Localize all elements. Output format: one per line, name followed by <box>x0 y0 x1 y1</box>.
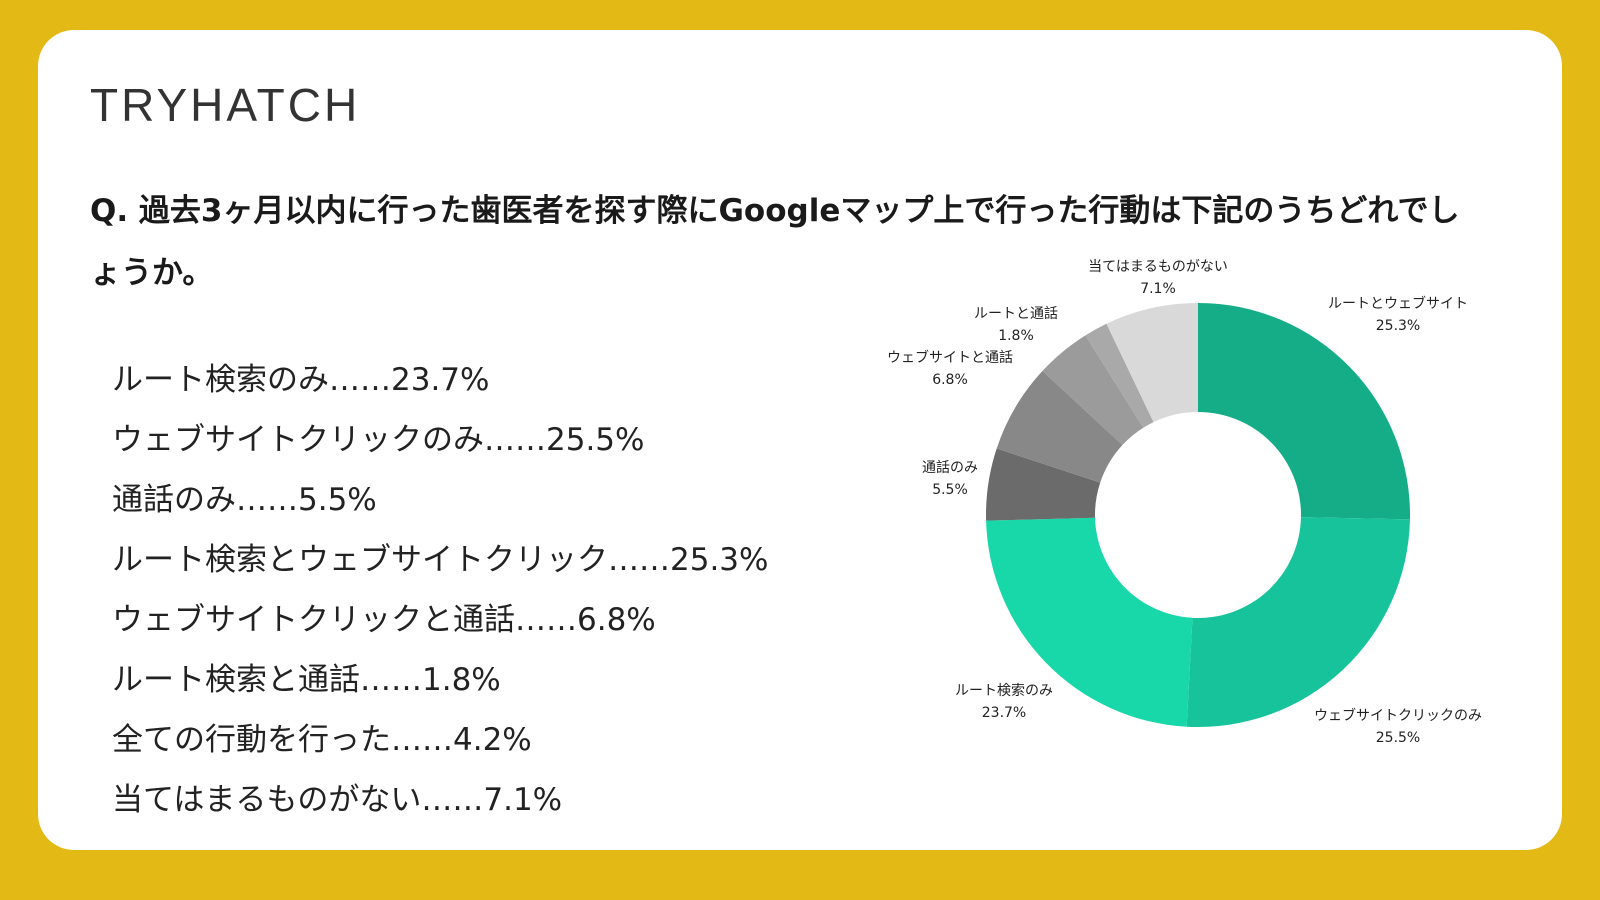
slice-label: 当てはまるものがない <box>1088 259 1228 275</box>
slice-value-label: 1.8% <box>998 328 1034 344</box>
content-card: TRY HATCH Q. 過去3ヶ月以内に行った歯医者を探す際にGoogleマップ… <box>38 30 1562 850</box>
list-item: ウェブサイトクリックと通話……6.8% <box>112 602 656 638</box>
list-item: ルート検索と通話……1.8% <box>112 662 501 698</box>
donut-slice <box>996 370 1123 483</box>
list-item: 当てはまるものがない……7.1% <box>112 782 563 818</box>
slice-label: ルート検索のみ <box>955 682 1053 699</box>
answer-list: ルート検索のみ……23.7% ウェブサイトクリックのみ……25.5% 通話のみ…… <box>112 350 768 830</box>
slice-label: ルートと通話 <box>974 305 1058 322</box>
donut-slice <box>1198 303 1410 520</box>
brand-logo: TRY HATCH <box>90 78 360 132</box>
list-item: ルート検索とウェブサイトクリック……25.3% <box>112 542 769 578</box>
donut-slice <box>1085 323 1154 428</box>
donut-slice <box>986 517 1193 727</box>
logo-text-hatch: HATCH <box>190 79 361 131</box>
slice-label: ウェブサイトと通話 <box>887 349 1013 366</box>
donut-chart-area: ルートとウェブサイト 25.3% ウェブサイトクリックのみ 25.5% ルート検索のみ 2… <box>38 30 1562 850</box>
donut-slice <box>1042 335 1144 446</box>
slice-value-label: 5.5% <box>932 482 968 498</box>
donut-slice <box>986 448 1101 521</box>
question-title: Q. 過去3ヶ月以内に行った歯医者を探す際にGoogleマップ上で行った行動は下… <box>90 193 1460 291</box>
slice-label: ウェブサイトクリックのみ <box>1314 707 1482 724</box>
list-item: 全ての行動を行った……4.2% <box>112 722 532 758</box>
slice-value-label: 25.5% <box>1376 730 1420 746</box>
donut-slice <box>1186 517 1410 728</box>
slice-label: ルートとウェブサイト <box>1328 295 1468 312</box>
slice-value-label: 6.8% <box>932 372 968 388</box>
donut-chart: ルートとウェブサイト 25.3% ウェブサイトクリックのみ 25.5% ルート検索のみ 2… <box>887 259 1482 746</box>
donut-slice <box>1106 303 1198 423</box>
list-item: ウェブサイトクリックのみ……25.5% <box>112 422 645 458</box>
list-item: 通話のみ……5.5% <box>112 482 377 518</box>
slice-label: 通話のみ <box>922 459 978 476</box>
slice-value-label: 7.1% <box>1140 281 1176 297</box>
list-item: ルート検索のみ……23.7% <box>112 362 490 398</box>
slice-value-label: 23.7% <box>982 705 1026 721</box>
slice-value-label: 25.3% <box>1376 318 1420 334</box>
logo-text-try: TRY <box>90 79 191 131</box>
